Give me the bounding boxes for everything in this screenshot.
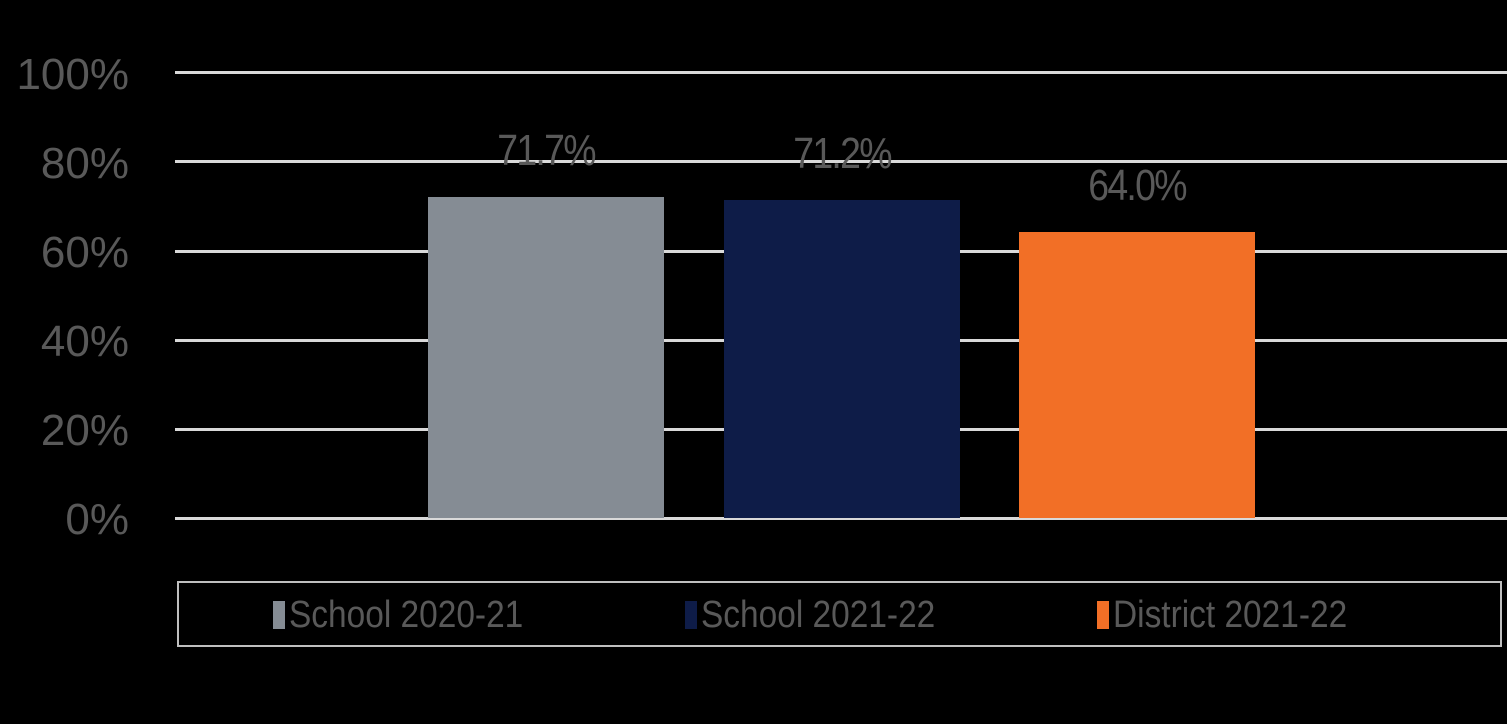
gridline-100 [175, 71, 1507, 74]
y-tick-20: 20% [40, 406, 129, 455]
gridline-0 [175, 517, 1507, 520]
legend: School 2020-21 School 2021-22 District 2… [177, 581, 1502, 647]
y-tick-100: 100% [16, 50, 129, 99]
data-label-school-2020-21: 71.7% [497, 126, 596, 175]
legend-swatch [685, 601, 697, 629]
y-tick-60: 60% [40, 228, 129, 277]
data-label-school-2021-22: 71.2% [793, 129, 892, 178]
bar-school-2020-21 [428, 197, 664, 518]
y-tick-80: 80% [40, 139, 129, 188]
legend-label: School 2020-21 [289, 594, 524, 636]
gridline-80 [175, 160, 1507, 163]
bar-district-2021-22 [1019, 232, 1255, 518]
y-tick-40: 40% [40, 317, 129, 366]
y-tick-0: 0% [65, 495, 129, 544]
legend-label: District 2021-22 [1113, 594, 1348, 636]
legend-label: School 2021-22 [701, 594, 936, 636]
legend-item-school-2020-21: School 2020-21 [273, 594, 555, 636]
legend-swatch [273, 601, 285, 629]
legend-swatch [1097, 601, 1109, 629]
data-label-district-2021-22: 64.0% [1088, 161, 1187, 210]
legend-item-school-2021-22: School 2021-22 [685, 594, 967, 636]
legend-item-district-2021-22: District 2021-22 [1097, 594, 1379, 636]
bar-school-2021-22 [724, 200, 960, 518]
